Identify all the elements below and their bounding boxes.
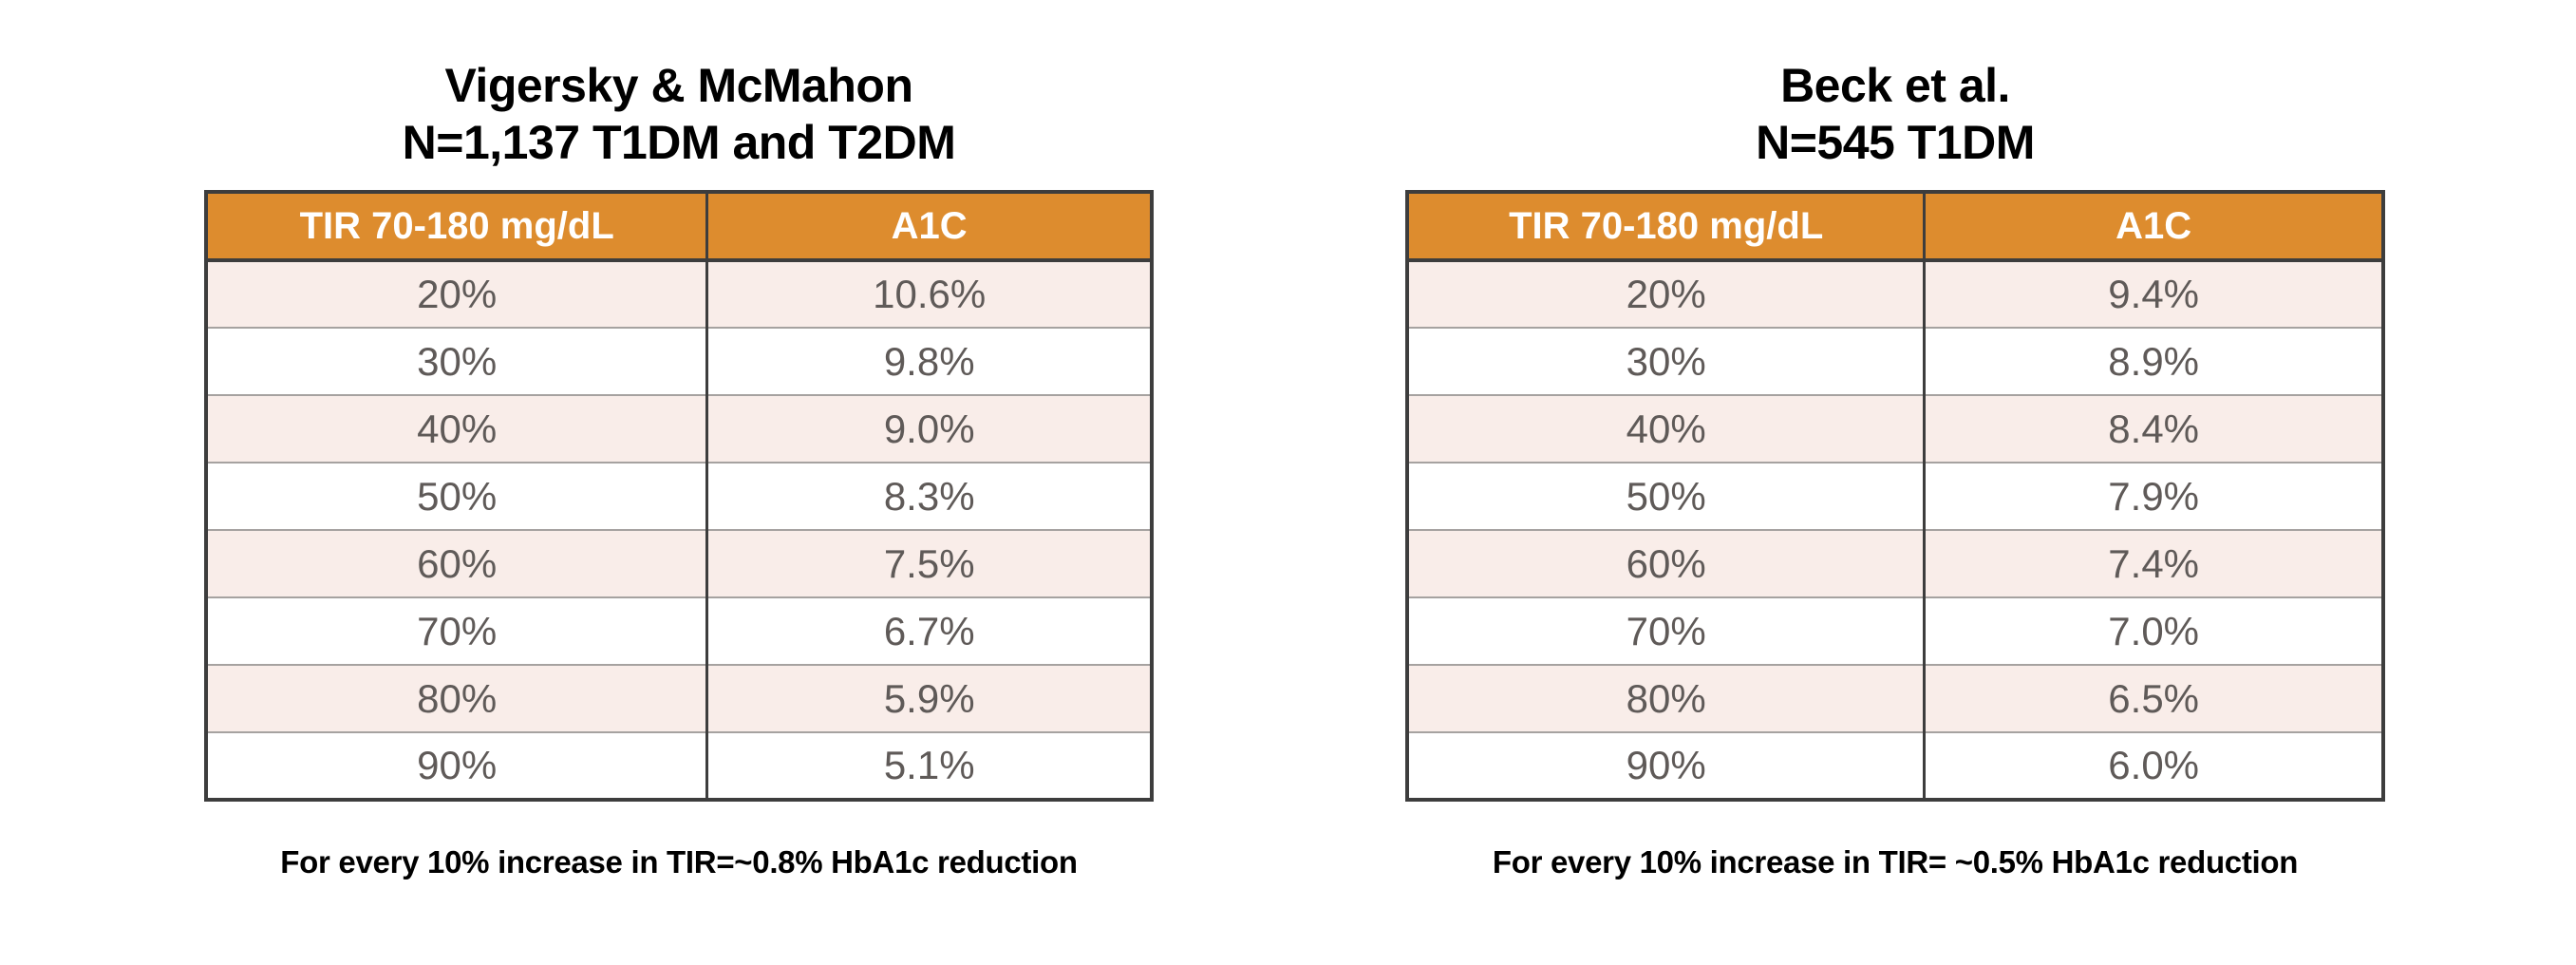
tir-cell: 20% bbox=[417, 272, 498, 316]
table-row: 30% 8.9% bbox=[1407, 327, 2383, 395]
table-row: 60% 7.5% bbox=[206, 529, 1152, 597]
tir-cell: 20% bbox=[1626, 272, 1706, 316]
a1c-cell: 5.1% bbox=[705, 731, 1152, 800]
study-subtitle: N=1,137 T1DM and T2DM bbox=[402, 116, 956, 169]
key-finding-caption-beck: For every 10% increase in TIR= ~0.5% HbA… bbox=[1492, 844, 2299, 880]
table-row: 50% 8.3% bbox=[206, 462, 1152, 530]
table-row: 90% 5.1% bbox=[206, 731, 1152, 800]
tir-cell: 90% bbox=[1407, 731, 1925, 800]
a1c-cell: 6.0% bbox=[1923, 731, 2383, 800]
a1c-cell: 6.5% bbox=[1923, 664, 2383, 732]
study-title-vigersky: Vigersky & McMahon N=1,137 T1DM and T2DM bbox=[204, 57, 1154, 171]
a1c-cell: 9.4% bbox=[1923, 260, 2383, 328]
tir-cell: 50% bbox=[1407, 462, 1925, 530]
table-row: 80% 6.5% bbox=[1407, 664, 2383, 732]
tir-cell: 90% bbox=[206, 731, 707, 800]
a1c-cell: 7.5% bbox=[705, 529, 1152, 597]
tir-cell: 30% bbox=[206, 327, 707, 395]
a1c-cell: 7.4% bbox=[1923, 529, 2383, 597]
tir-a1c-table-vigersky: TIR 70-180 mg/dL A1C 20% 10.6% 30% 9.8% … bbox=[204, 190, 1154, 802]
tir-cell: 40% bbox=[206, 394, 707, 463]
table-row: 20% 9.4% bbox=[1407, 260, 2383, 328]
a1c-cell: 7.0% bbox=[1923, 596, 2383, 665]
study-title-beck: Beck et al. N=545 T1DM bbox=[1405, 57, 2385, 171]
table-row: 90% 6.0% bbox=[1407, 731, 2383, 800]
study-title-line1: Vigersky & McMahon bbox=[444, 59, 913, 112]
panel-beck: Beck et al. N=545 T1DM TIR 70-180 mg/dL … bbox=[1405, 0, 2385, 965]
tir-cell: 70% bbox=[206, 596, 707, 665]
a1c-cell: 8.3% bbox=[705, 462, 1152, 530]
table-body: 20% 10.6% 30% 9.8% 40% 9.0% 50% 8.3% 60% bbox=[206, 260, 1152, 800]
table-row: 60% 7.4% bbox=[1407, 529, 2383, 597]
column-header-a1c: A1C bbox=[705, 192, 1152, 262]
table-body: 20% 9.4% 30% 8.9% 40% 8.4% 50% 7.9% 60% bbox=[1407, 260, 2383, 800]
study-title-line1: Beck et al. bbox=[1780, 59, 2010, 112]
tir-cell: 30% bbox=[1407, 327, 1925, 395]
a1c-cell: 6.7% bbox=[705, 596, 1152, 665]
column-header-tir: TIR 70-180 mg/dL bbox=[206, 192, 707, 262]
table-row: 70% 7.0% bbox=[1407, 596, 2383, 665]
tir-a1c-table-beck: TIR 70-180 mg/dL A1C 20% 9.4% 30% 8.9% 4… bbox=[1405, 190, 2385, 802]
a1c-cell: 9.8% bbox=[705, 327, 1152, 395]
header-row: TIR 70-180 mg/dL A1C bbox=[1407, 192, 2383, 262]
table-header: TIR 70-180 mg/dL A1C bbox=[206, 192, 1152, 262]
table-row: 50% 7.9% bbox=[1407, 462, 2383, 530]
header-row: TIR 70-180 mg/dL A1C bbox=[206, 192, 1152, 262]
tir-cell: 60% bbox=[1407, 529, 1925, 597]
column-header-a1c: A1C bbox=[1923, 192, 2383, 262]
study-subtitle: N=545 T1DM bbox=[1756, 116, 2035, 169]
tir-cell: 60% bbox=[206, 529, 707, 597]
tir-cell: 70% bbox=[1407, 596, 1925, 665]
a1c-cell: 9.0% bbox=[705, 394, 1152, 463]
panel-vigersky-mcmahon: Vigersky & McMahon N=1,137 T1DM and T2DM… bbox=[204, 0, 1154, 965]
table-row: 40% 9.0% bbox=[206, 394, 1152, 463]
table-row: 20% 10.6% bbox=[206, 260, 1152, 328]
key-finding-caption-vigersky: For every 10% increase in TIR=~0.8% HbA1… bbox=[280, 844, 1078, 880]
tir-cell: 80% bbox=[1407, 664, 1925, 732]
column-header-tir: TIR 70-180 mg/dL bbox=[1407, 192, 1925, 262]
tir-cell: 50% bbox=[206, 462, 707, 530]
table-row: 40% 8.4% bbox=[1407, 394, 2383, 463]
a1c-cell: 7.9% bbox=[1923, 462, 2383, 530]
table-row: 70% 6.7% bbox=[206, 596, 1152, 665]
table-row: 30% 9.8% bbox=[206, 327, 1152, 395]
tir-cell: 80% bbox=[206, 664, 707, 732]
table-row: 80% 5.9% bbox=[206, 664, 1152, 732]
a1c-cell: 8.4% bbox=[1923, 394, 2383, 463]
a1c-cell: 8.9% bbox=[1923, 327, 2383, 395]
a1c-cell: 5.9% bbox=[705, 664, 1152, 732]
table-header: TIR 70-180 mg/dL A1C bbox=[1407, 192, 2383, 262]
a1c-cell: 10.6% bbox=[705, 260, 1152, 328]
tir-cell: 40% bbox=[1407, 394, 1925, 463]
